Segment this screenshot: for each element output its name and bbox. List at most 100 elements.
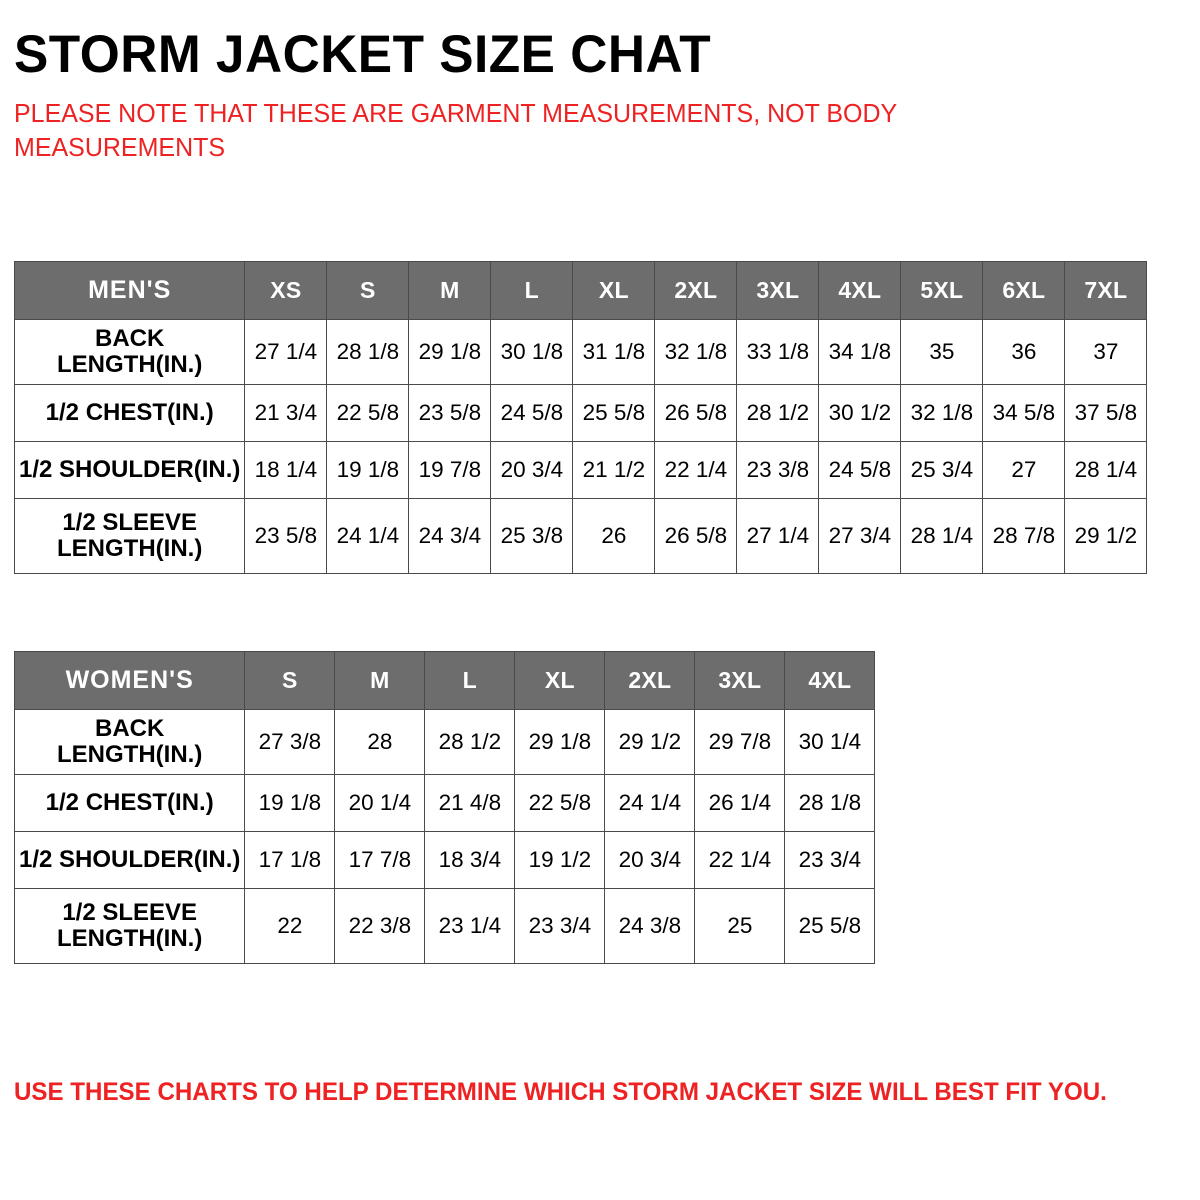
- measurement-cell: 30 1/2: [818, 384, 902, 442]
- page-title: STORM JACKET SIZE CHAT: [14, 25, 712, 84]
- measurement-cell: 24 5/8: [490, 384, 574, 442]
- mens-row-label: 1/2 CHEST(IN.): [13, 384, 246, 442]
- choose-size-note: USE THESE CHARTS TO HELP DETERMINE WHICH…: [14, 1078, 1107, 1106]
- mens-size-header-2xl: 2XL: [654, 261, 738, 320]
- measurement-cell: 23 5/8: [244, 498, 328, 574]
- table-row: 1/2 CHEST(IN.) 21 3/4 22 5/8 23 5/8 24 5/8 25…: [13, 384, 1148, 442]
- measurement-cell: 25: [694, 888, 786, 964]
- womens-size-table: WOMEN'S S M L XL 2XL 3XL 4XL BACK LENGTH(IN.) 27 …: [13, 651, 876, 964]
- measurement-cell: 22: [244, 888, 336, 964]
- measurement-cell: 25 3/8: [490, 498, 574, 574]
- measurement-cell: 23 1/4: [424, 888, 516, 964]
- measurement-cell: 29 1/2: [604, 709, 696, 775]
- measurement-cell: 37: [1064, 319, 1148, 385]
- mens-size-header-6xl: 6XL: [982, 261, 1066, 320]
- measurement-cell: 21 3/4: [244, 384, 328, 442]
- measurement-cell: 32 1/8: [900, 384, 984, 442]
- womens-table-body: BACK LENGTH(IN.) 27 3/8 28 28 1/2 29 1/8 29 1/…: [13, 709, 876, 964]
- womens-size-header-s: S: [244, 651, 336, 710]
- table-row: 1/2 CHEST(IN.) 19 1/8 20 1/4 21 4/8 22 5/8 24…: [13, 774, 876, 832]
- measurement-cell: 22 1/4: [694, 831, 786, 889]
- measurement-cell: 27 1/4: [244, 319, 328, 385]
- table-row: 1/2 SLEEVE LENGTH(IN.) 22 22 3/8 23 1/4 23 3/…: [13, 888, 876, 964]
- measurement-cell: 19 7/8: [408, 441, 492, 499]
- measurement-cell: 19 1/8: [326, 441, 410, 499]
- table-row: BACK LENGTH(IN.) 27 3/8 28 28 1/2 29 1/8 29 1/…: [13, 709, 876, 775]
- measurement-cell: 20 3/4: [490, 441, 574, 499]
- measurement-cell: 31 1/8: [572, 319, 656, 385]
- womens-corner-header: WOMEN'S: [13, 651, 246, 710]
- mens-size-header-3xl: 3XL: [736, 261, 820, 320]
- womens-size-header-2xl: 2XL: [604, 651, 696, 710]
- measurement-cell: 37 5/8: [1064, 384, 1148, 442]
- measurement-cell: 26 5/8: [654, 384, 738, 442]
- womens-row-label: 1/2 SLEEVE LENGTH(IN.): [13, 888, 246, 964]
- measurement-cell: 26: [572, 498, 656, 574]
- measurement-cell: 29 1/8: [408, 319, 492, 385]
- measurement-cell: 29 1/8: [514, 709, 606, 775]
- table-row: 1/2 SHOULDER(IN.) 18 1/4 19 1/8 19 7/8 20 3/…: [13, 441, 1148, 499]
- womens-header-row: WOMEN'S S M L XL 2XL 3XL 4XL: [13, 651, 876, 710]
- mens-size-header-m: M: [408, 261, 492, 320]
- table-row: 1/2 SLEEVE LENGTH(IN.) 23 5/8 24 1/4 24 3/4 2…: [13, 498, 1148, 574]
- measurement-cell: 28 1/4: [1064, 441, 1148, 499]
- measurement-cell: 36: [982, 319, 1066, 385]
- womens-size-header-l: L: [424, 651, 516, 710]
- measurement-cell: 24 1/4: [604, 774, 696, 832]
- garment-measurement-note: PLEASE NOTE THAT THESE ARE GARMENT MEASU…: [14, 100, 897, 162]
- measurement-cell: 29 1/2: [1064, 498, 1148, 574]
- mens-row-label: BACK LENGTH(IN.): [13, 319, 246, 385]
- womens-size-table-container: WOMEN'S S M L XL 2XL 3XL 4XL BACK LENGTH(IN.) 27 …: [13, 651, 876, 964]
- measurement-cell: 23 3/4: [784, 831, 876, 889]
- womens-size-header-m: M: [334, 651, 426, 710]
- measurement-cell: 22 5/8: [326, 384, 410, 442]
- measurement-cell: 19 1/8: [244, 774, 336, 832]
- measurement-cell: 19 1/2: [514, 831, 606, 889]
- measurement-cell: 22 5/8: [514, 774, 606, 832]
- womens-table-head: WOMEN'S S M L XL 2XL 3XL 4XL: [13, 651, 876, 710]
- measurement-cell: 24 1/4: [326, 498, 410, 574]
- table-row: 1/2 SHOULDER(IN.) 17 1/8 17 7/8 18 3/4 19 1/…: [13, 831, 876, 889]
- table-row: BACK LENGTH(IN.) 27 1/4 28 1/8 29 1/8 30 1/8 3…: [13, 319, 1148, 385]
- measurement-cell: 28 1/8: [784, 774, 876, 832]
- measurement-cell: 26 5/8: [654, 498, 738, 574]
- measurement-cell: 27 3/4: [818, 498, 902, 574]
- measurement-cell: 35: [900, 319, 984, 385]
- womens-row-label: 1/2 SHOULDER(IN.): [13, 831, 246, 889]
- measurement-cell: 26 1/4: [694, 774, 786, 832]
- mens-size-header-4xl: 4XL: [818, 261, 902, 320]
- womens-size-header-4xl: 4XL: [784, 651, 876, 710]
- measurement-cell: 28 7/8: [982, 498, 1066, 574]
- measurement-cell: 23 3/8: [736, 441, 820, 499]
- measurement-cell: 34 1/8: [818, 319, 902, 385]
- measurement-cell: 23 3/4: [514, 888, 606, 964]
- mens-size-table: MEN'S XS S M L XL 2XL 3XL 4XL 5XL 6XL 7XL BACK LENGT…: [13, 261, 1148, 574]
- measurement-cell: 20 3/4: [604, 831, 696, 889]
- measurement-cell: 25 3/4: [900, 441, 984, 499]
- measurement-cell: 30 1/8: [490, 319, 574, 385]
- measurement-cell: 28 1/4: [900, 498, 984, 574]
- mens-size-header-l: L: [490, 261, 574, 320]
- measurement-cell: 29 7/8: [694, 709, 786, 775]
- measurement-cell: 18 3/4: [424, 831, 516, 889]
- mens-size-header-s: S: [326, 261, 410, 320]
- measurement-cell: 27 3/8: [244, 709, 336, 775]
- measurement-cell: 34 5/8: [982, 384, 1066, 442]
- measurement-cell: 30 1/4: [784, 709, 876, 775]
- mens-row-label: 1/2 SLEEVE LENGTH(IN.): [13, 498, 246, 574]
- measurement-cell: 27 1/4: [736, 498, 820, 574]
- mens-size-header-xs: XS: [244, 261, 328, 320]
- measurement-cell: 28 1/2: [424, 709, 516, 775]
- measurement-cell: 24 5/8: [818, 441, 902, 499]
- measurement-cell: 22 3/8: [334, 888, 426, 964]
- mens-size-header-xl: XL: [572, 261, 656, 320]
- mens-table-body: BACK LENGTH(IN.) 27 1/4 28 1/8 29 1/8 30 1/8 3…: [13, 319, 1148, 574]
- measurement-cell: 18 1/4: [244, 441, 328, 499]
- womens-row-label: BACK LENGTH(IN.): [13, 709, 246, 775]
- measurement-cell: 25 5/8: [572, 384, 656, 442]
- measurement-cell: 21 4/8: [424, 774, 516, 832]
- measurement-cell: 32 1/8: [654, 319, 738, 385]
- measurement-cell: 20 1/4: [334, 774, 426, 832]
- mens-size-header-5xl: 5XL: [900, 261, 984, 320]
